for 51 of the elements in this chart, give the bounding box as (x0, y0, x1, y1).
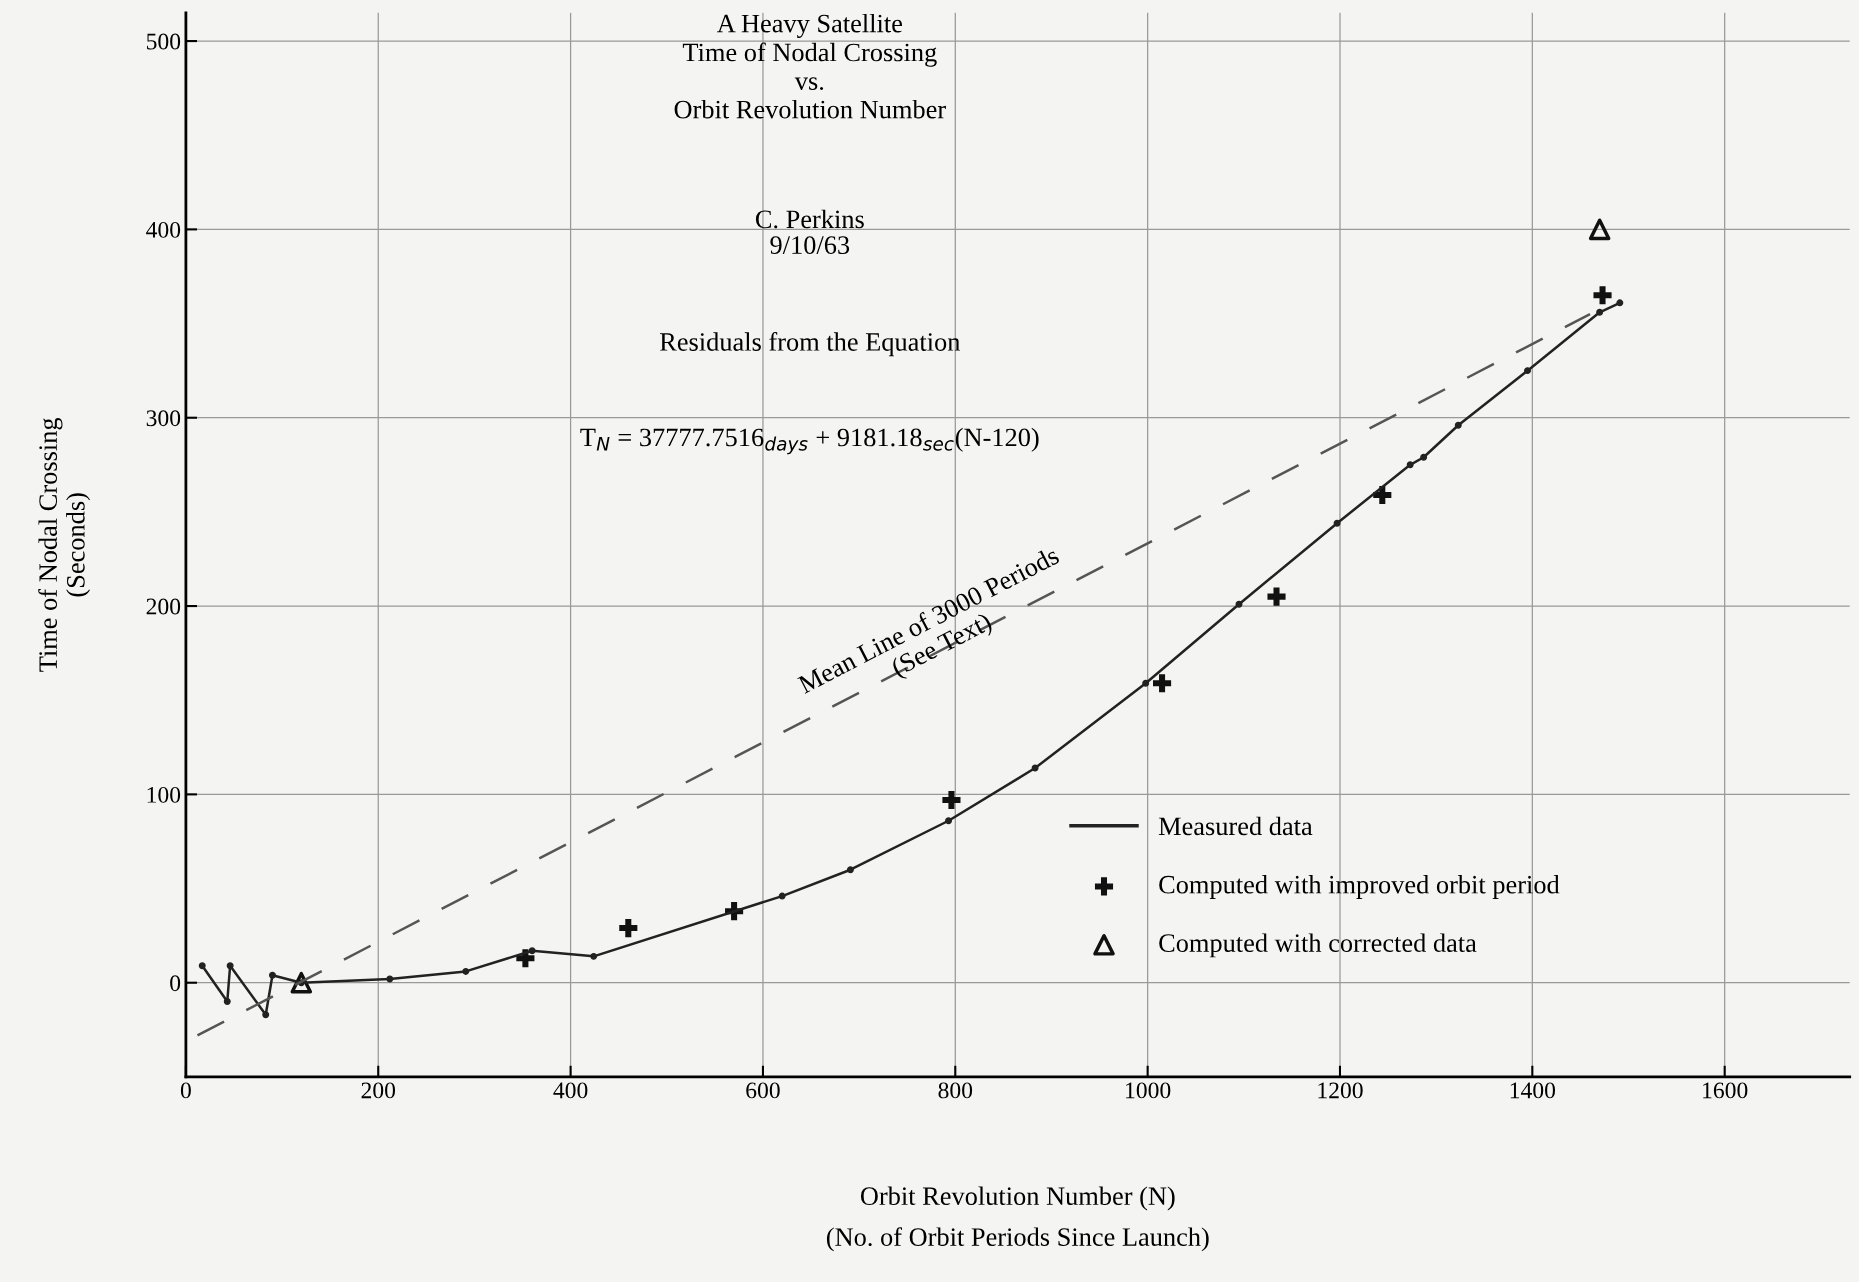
point (1333, 519, 1341, 527)
y-tick-label: 0 (170, 975, 181, 992)
x-tick-label: 1600 (1703, 1082, 1748, 1099)
point (262, 1011, 270, 1019)
point (1031, 764, 1039, 772)
y-tick-label: 100 (147, 786, 181, 803)
y-tick-label: 200 (146, 598, 181, 615)
point (1420, 453, 1428, 461)
point (1593, 286, 1612, 305)
y-tick-label: 500 (146, 33, 181, 50)
annotation: T$_{N}$ = 37777.7516$_{days}$ + 9181.18$_{sec}$(N-120) (580, 427, 1039, 455)
x-tick-label: 800 (938, 1082, 973, 1099)
x-tick-label: 400 (553, 1082, 588, 1099)
point (590, 952, 598, 960)
text: C. Perkins 9/10/63 (755, 209, 864, 254)
point (198, 962, 206, 970)
point (1616, 299, 1624, 307)
point (1588, 218, 1611, 241)
y-axis-title: Time of Nodal Crossing (Seconds) (38, 417, 91, 672)
x-tick-label: 1200 (1318, 1082, 1363, 1099)
point (1267, 587, 1286, 606)
point (1235, 600, 1243, 608)
legend-label: Computed with corrected data (1159, 933, 1477, 958)
legend-label: Computed with improved orbit period (1159, 875, 1560, 899)
point (1454, 421, 1462, 429)
x-tick-label: 600 (746, 1082, 780, 1099)
point (1142, 679, 1150, 687)
x-axis-title: Orbit Revolution Number (N) (No. of Orbit Periods Since Launch) (826, 1186, 1209, 1252)
point (942, 790, 961, 810)
point (1406, 461, 1414, 469)
x-tick-label: 1000 (1126, 1082, 1171, 1099)
annotation: Residuals from the Equation (659, 332, 961, 357)
y-tick-label: 300 (146, 410, 181, 427)
point (619, 919, 638, 938)
point (223, 998, 231, 1006)
point (226, 962, 234, 970)
point (386, 975, 394, 983)
x-tick-label: 1400 (1510, 1082, 1556, 1099)
x-tick-label: 200 (361, 1082, 396, 1099)
point (528, 947, 536, 955)
point (778, 892, 786, 900)
point (268, 971, 276, 979)
legend-label: Measured data (1158, 816, 1313, 836)
text: A Heavy Satellite Time of Nodal Crossing vs. Orbit Revolution Number (674, 13, 946, 119)
point (1524, 367, 1532, 375)
point (1153, 674, 1172, 693)
point (846, 866, 854, 874)
point (462, 967, 470, 975)
y-tick-label: 400 (146, 221, 181, 238)
point (1596, 308, 1604, 316)
point (945, 817, 953, 825)
